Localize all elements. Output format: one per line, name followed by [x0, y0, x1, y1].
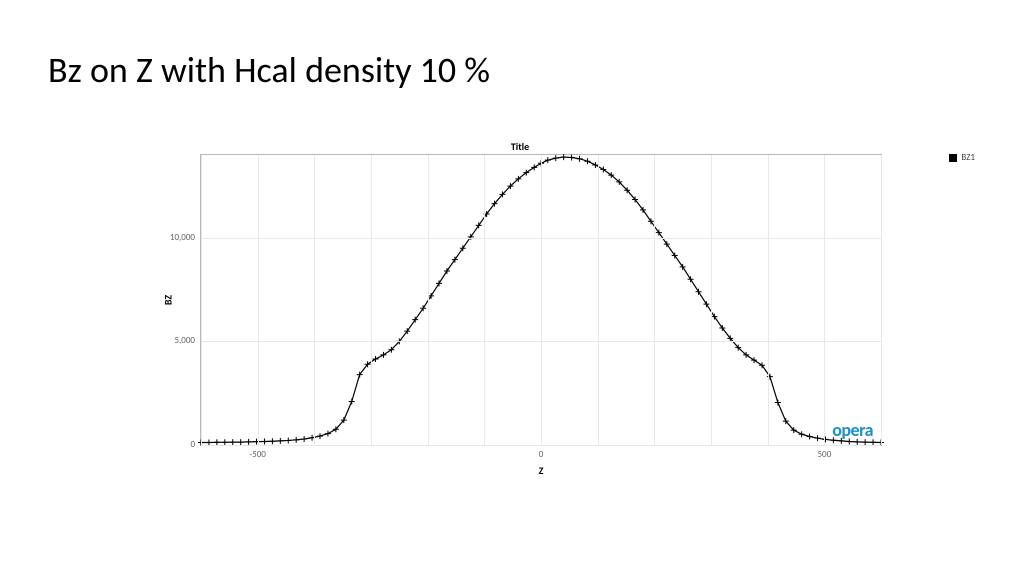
- gridline-v: [201, 155, 202, 445]
- series-marker: [325, 431, 331, 437]
- plot-area: BZ Z opera -500050005,00010,000: [200, 154, 882, 446]
- series-marker: [428, 293, 434, 299]
- series-marker: [317, 433, 323, 439]
- gridline-h: [201, 445, 881, 446]
- chart-title: Title: [160, 140, 880, 153]
- y-tick-label: 5,000: [153, 335, 195, 346]
- gridline-v: [881, 155, 882, 445]
- series-marker: [277, 438, 283, 444]
- series-marker: [799, 431, 805, 437]
- series-marker: [261, 438, 267, 444]
- gridline-v: [824, 155, 825, 445]
- gridline-h: [201, 341, 881, 342]
- series-marker: [807, 434, 813, 440]
- series-marker: [531, 164, 537, 170]
- slide: Bz on Z with Hcal density 10 % Title BZ …: [0, 0, 1024, 576]
- x-tick-label: -500: [243, 449, 273, 460]
- legend-swatch-icon: [949, 154, 957, 162]
- series-marker: [703, 301, 709, 307]
- x-tick-label: 500: [809, 449, 839, 460]
- gridline-v: [654, 155, 655, 445]
- gridline-v: [598, 155, 599, 445]
- y-tick-label: 0: [153, 439, 195, 450]
- series-marker: [696, 289, 702, 295]
- series-marker: [380, 352, 386, 358]
- gridline-v: [484, 155, 485, 445]
- series-marker: [751, 357, 757, 363]
- series-marker: [246, 439, 252, 445]
- gridline-v: [768, 155, 769, 445]
- series-marker: [569, 154, 575, 160]
- gridline-h: [201, 238, 881, 239]
- series-marker: [553, 155, 559, 161]
- gridline-v: [371, 155, 372, 445]
- gridline-v: [258, 155, 259, 445]
- series-marker: [577, 156, 583, 162]
- series-marker: [775, 400, 781, 406]
- series-marker: [561, 154, 567, 160]
- y-axis-label: BZ: [162, 295, 175, 305]
- legend: BZ1: [949, 152, 975, 163]
- series-marker: [293, 437, 299, 443]
- slide-title: Bz on Z with Hcal density 10 %: [48, 48, 490, 92]
- y-tick-label: 10,000: [153, 232, 195, 243]
- series-marker: [436, 280, 442, 286]
- gridline-v: [314, 155, 315, 445]
- series-marker: [584, 158, 590, 164]
- series-marker: [373, 356, 379, 362]
- x-axis-label: Z: [201, 464, 881, 477]
- opera-logo: opera: [832, 419, 873, 441]
- series-marker: [301, 436, 307, 442]
- series-marker: [688, 276, 694, 282]
- chart: Title BZ Z opera -500050005,00010,000 BZ…: [160, 154, 975, 464]
- gridline-v: [711, 155, 712, 445]
- x-tick-label: 0: [526, 449, 556, 460]
- series-marker: [545, 157, 551, 163]
- series-marker: [349, 399, 355, 405]
- gridline-v: [428, 155, 429, 445]
- legend-label: BZ1: [961, 152, 975, 163]
- series-marker: [285, 437, 291, 443]
- gridline-v: [541, 155, 542, 445]
- series-marker: [269, 438, 275, 444]
- series-marker: [815, 435, 821, 441]
